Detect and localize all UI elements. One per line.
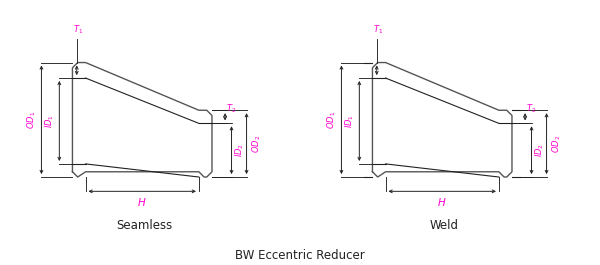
Text: $T_2$: $T_2$ [226,102,236,115]
Text: $T_2$: $T_2$ [526,102,536,115]
Text: Weld: Weld [430,219,458,232]
Text: Seamless: Seamless [116,219,172,232]
Text: $H$: $H$ [137,196,147,208]
Text: $ID_1$: $ID_1$ [44,114,56,128]
Text: $ID_2$: $ID_2$ [534,143,547,157]
Polygon shape [73,63,212,177]
Polygon shape [373,63,512,177]
Text: BW Eccentric Reducer: BW Eccentric Reducer [235,249,365,262]
Text: $T_1$: $T_1$ [73,23,83,36]
Text: $OD_1$: $OD_1$ [25,111,38,129]
Text: $OD_2$: $OD_2$ [550,135,563,153]
Text: $ID_1$: $ID_1$ [344,114,356,128]
Text: $H$: $H$ [437,196,447,208]
Text: $ID_2$: $ID_2$ [234,143,247,157]
Text: $OD_2$: $OD_2$ [250,135,263,153]
Text: $OD_1$: $OD_1$ [325,111,338,129]
Text: $T_1$: $T_1$ [373,23,383,36]
